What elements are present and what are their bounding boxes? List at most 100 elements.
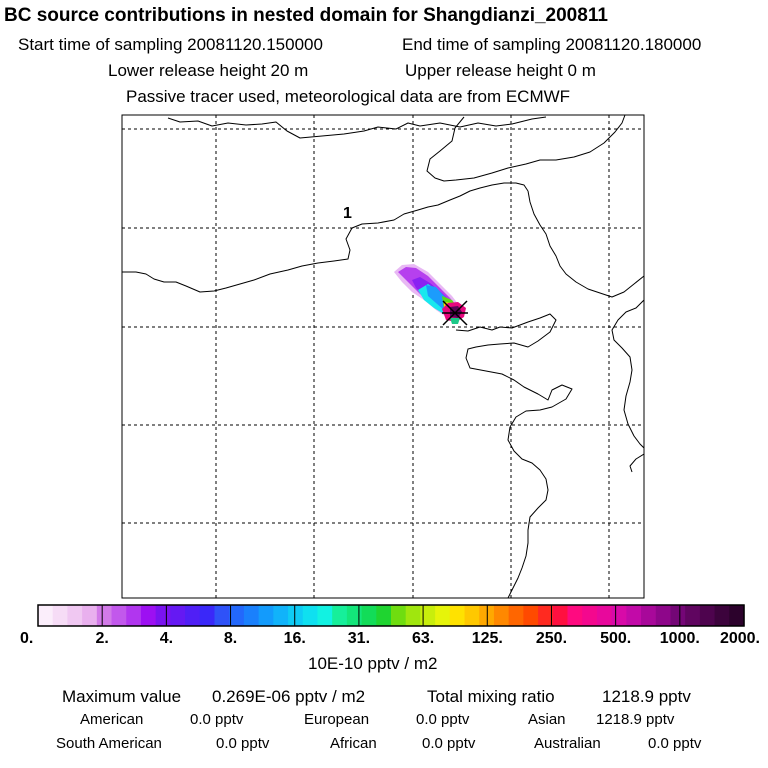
upper-height-label: Upper release height 0 m bbox=[405, 61, 596, 80]
coastline-bohai bbox=[455, 313, 573, 428]
colorbar-tick-label: 125. bbox=[472, 630, 503, 647]
colorbar-cell bbox=[420, 605, 436, 626]
colorbar-cell bbox=[376, 605, 392, 626]
colorbar-cell bbox=[302, 605, 319, 626]
map-frame bbox=[121, 114, 645, 599]
coastline-korea bbox=[611, 299, 644, 449]
colorbar-cell bbox=[243, 605, 260, 626]
plume-tail bbox=[450, 318, 460, 324]
colorbar-dividers bbox=[101, 605, 681, 626]
border-line bbox=[122, 182, 529, 293]
grid-cell-label: 1 bbox=[343, 205, 352, 222]
colorbar-cell bbox=[214, 605, 230, 626]
lower-height-label: Lower release height 20 m bbox=[108, 61, 309, 80]
colorbar-cell bbox=[288, 605, 304, 626]
colorbar-cell bbox=[699, 605, 716, 626]
receptor-marker-icon bbox=[442, 300, 468, 326]
colorbar-cell bbox=[435, 605, 451, 626]
colorbar-cell bbox=[552, 605, 569, 626]
region-value: 0.0 pptv bbox=[216, 735, 270, 752]
colorbar-cell bbox=[538, 605, 554, 626]
region-name: European bbox=[304, 711, 370, 728]
colorbar-cell bbox=[464, 605, 480, 626]
region-value: 0.0 pptv bbox=[422, 735, 476, 752]
colorbar-cell bbox=[126, 605, 142, 626]
region-value: 0.0 pptv bbox=[416, 711, 470, 728]
region-name: South American bbox=[56, 735, 162, 752]
colorbar-cell bbox=[52, 605, 69, 626]
colorbar-cell bbox=[96, 605, 113, 626]
colorbar-cell bbox=[596, 605, 613, 626]
colorbar-cell bbox=[258, 605, 274, 626]
lat-lon-grid bbox=[122, 115, 644, 598]
colorbar-cell bbox=[670, 605, 686, 626]
colorbar-cell bbox=[582, 605, 598, 626]
colorbar-tick-label: 2000. bbox=[720, 630, 760, 647]
region-value: 1218.9 pptv bbox=[596, 711, 675, 728]
colorbar-tick-label: 4. bbox=[160, 630, 173, 647]
max-value: 0.269E-06 pptv / m2 bbox=[212, 687, 366, 706]
colorbar-tick-label: 500. bbox=[600, 630, 631, 647]
colorbar-cell bbox=[273, 605, 289, 626]
coastline-east bbox=[507, 426, 549, 598]
total-mixing-value: 1218.9 pptv bbox=[602, 687, 691, 706]
tracer-note: Passive tracer used, meteorological data… bbox=[126, 87, 571, 106]
colorbar-cell bbox=[140, 605, 157, 626]
colorbar-tick-label: 16. bbox=[284, 630, 306, 647]
colorbar-cell bbox=[155, 605, 171, 626]
colorbar-cell bbox=[391, 605, 407, 626]
colorbar-cell bbox=[626, 605, 642, 626]
max-value-label: Maximum value bbox=[62, 687, 182, 706]
region-value: 0.0 pptv bbox=[648, 735, 702, 752]
colorbar-cell bbox=[567, 605, 583, 626]
total-mixing-label: Total mixing ratio bbox=[427, 687, 555, 706]
colorbar-cell bbox=[641, 605, 657, 626]
colorbar-cell bbox=[655, 605, 672, 626]
border-line bbox=[426, 115, 626, 182]
colorbar-cell bbox=[449, 605, 466, 626]
region-name: African bbox=[330, 735, 377, 752]
colorbar-cell bbox=[685, 605, 701, 626]
colorbar-cell bbox=[523, 605, 539, 626]
colorbar-cell bbox=[82, 605, 98, 626]
colorbar-cell bbox=[729, 605, 745, 626]
colorbar-cell bbox=[508, 605, 524, 626]
colorbar-cell bbox=[170, 605, 186, 626]
colorbar-tick-labels: 0. 2. 4. 8. 16. 31. 63. 125. 250. 500. 1000. 2000. bbox=[20, 630, 760, 647]
plot-title: BC source contributions in nested domain… bbox=[4, 5, 608, 26]
region-name: American bbox=[80, 711, 144, 728]
colorbar-tick-label: 1000. bbox=[660, 630, 700, 647]
colorbar-cell bbox=[111, 605, 127, 626]
colorbar-tick-label: 250. bbox=[536, 630, 567, 647]
colorbar-units: 10E-10 pptv / m2 bbox=[308, 654, 438, 673]
colorbar-cell bbox=[611, 605, 627, 626]
colorbar-cell bbox=[67, 605, 83, 626]
colorbar-cell bbox=[199, 605, 216, 626]
colorbar-cells bbox=[38, 605, 745, 626]
end-time-label: End time of sampling 20081120.180000 bbox=[402, 35, 702, 54]
coastline-south bbox=[629, 453, 644, 473]
region-name: Asian bbox=[528, 711, 566, 728]
colorbar-tick-label: 2. bbox=[96, 630, 109, 647]
colorbar-tick-label: 31. bbox=[348, 630, 370, 647]
region-name: Australian bbox=[534, 735, 601, 752]
colorbar-cell bbox=[405, 605, 422, 626]
colorbar-cell bbox=[317, 605, 333, 626]
coastline bbox=[122, 115, 644, 598]
colorbar-cell bbox=[38, 605, 54, 626]
colorbar-cell bbox=[493, 605, 510, 626]
colorbar-tick-label: 63. bbox=[412, 630, 434, 647]
colorbar-cell bbox=[185, 605, 201, 626]
border-line bbox=[527, 190, 644, 298]
colorbar-cell bbox=[346, 605, 363, 626]
colorbar-cell bbox=[332, 605, 348, 626]
region-value: 0.0 pptv bbox=[190, 711, 244, 728]
colorbar-cell bbox=[714, 605, 730, 626]
colorbar-cell bbox=[229, 605, 245, 626]
colorbar-tick-label: 8. bbox=[224, 630, 237, 647]
border-line bbox=[167, 116, 547, 139]
colorbar-frame bbox=[37, 604, 745, 627]
start-time-label: Start time of sampling 20081120.150000 bbox=[18, 35, 323, 54]
